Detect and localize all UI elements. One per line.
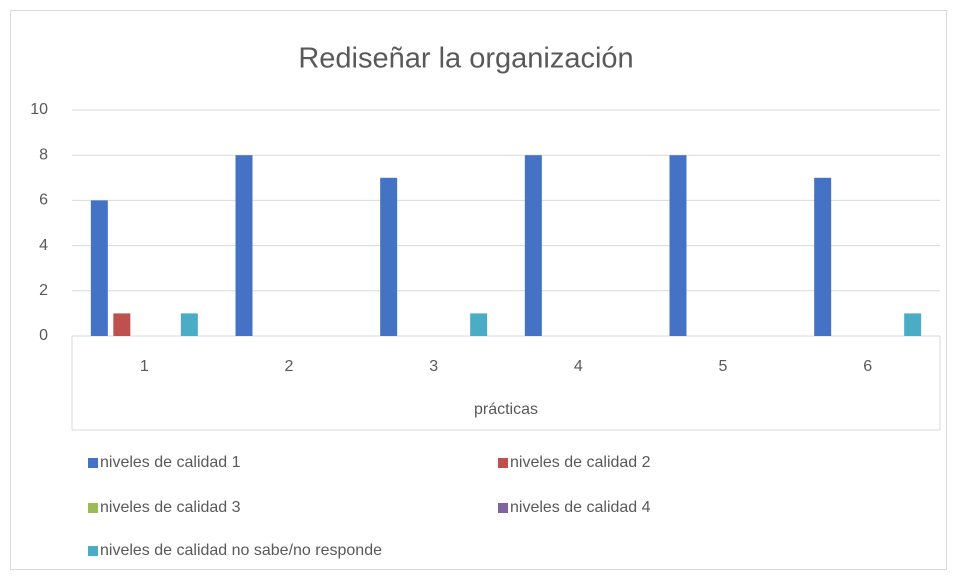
- legend-swatch: [498, 458, 508, 468]
- bar: [180, 313, 198, 336]
- y-tick-label: 0: [39, 327, 48, 344]
- x-tick-label: 5: [719, 358, 728, 375]
- y-tick-label: 4: [39, 237, 48, 254]
- legend-swatch: [88, 503, 98, 513]
- bar: [524, 155, 542, 336]
- bar: [380, 177, 398, 336]
- bar: [904, 313, 922, 336]
- bar: [235, 155, 253, 336]
- legend-label: niveles de calidad 3: [100, 499, 241, 516]
- x-tick-label: 4: [574, 358, 583, 375]
- bar: [113, 313, 131, 336]
- bar: [90, 200, 108, 336]
- x-tick-label: 2: [285, 358, 294, 375]
- chart-title: Rediseñar la organización: [298, 43, 633, 75]
- y-tick-label: 8: [39, 146, 48, 163]
- legend-swatch: [88, 458, 98, 468]
- y-tick-label: 10: [30, 101, 48, 118]
- x-tick-label: 1: [140, 358, 149, 375]
- y-tick-label: 2: [39, 282, 48, 299]
- legend-label: niveles de calidad 2: [510, 454, 651, 471]
- bar: [814, 177, 832, 336]
- bar: [470, 313, 488, 336]
- x-axis-label: prácticas: [474, 401, 538, 418]
- x-tick-label: 3: [429, 358, 438, 375]
- y-tick-label: 6: [39, 192, 48, 209]
- bar: [669, 155, 687, 336]
- legend-label: niveles de calidad 4: [510, 499, 651, 516]
- legend-label: niveles de calidad no sabe/no responde: [100, 542, 382, 559]
- legend-swatch: [498, 503, 508, 513]
- x-tick-label: 6: [863, 358, 872, 375]
- legend-label: niveles de calidad 1: [100, 454, 241, 471]
- chart-border: [10, 10, 947, 570]
- legend-swatch: [88, 546, 98, 556]
